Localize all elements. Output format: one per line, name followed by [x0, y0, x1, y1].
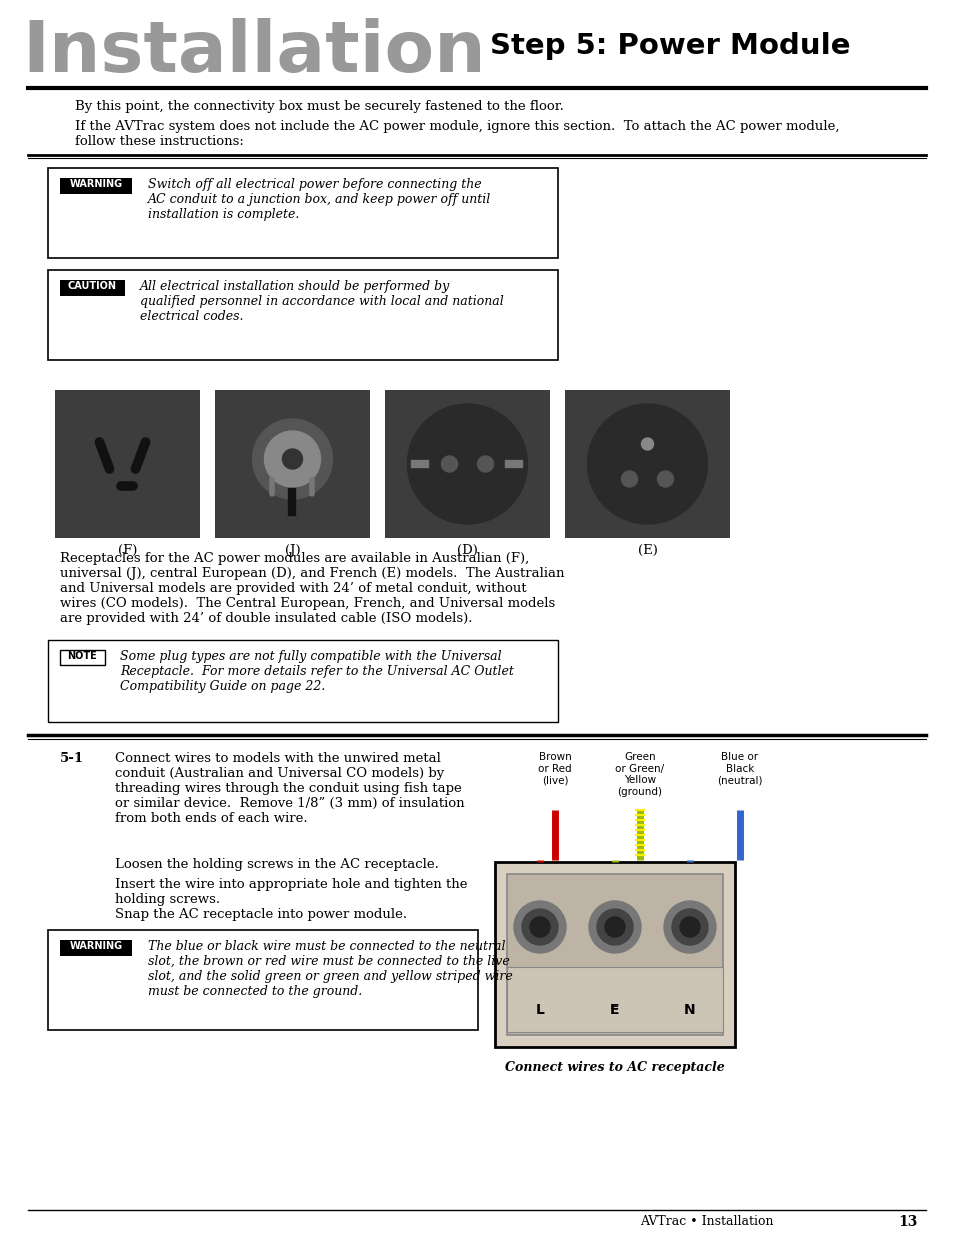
Text: N: N [683, 1003, 695, 1016]
Text: Green
or Green/
Yellow
(ground): Green or Green/ Yellow (ground) [615, 752, 664, 797]
Circle shape [588, 902, 640, 953]
Circle shape [597, 909, 633, 945]
Text: AVTrac • Installation: AVTrac • Installation [639, 1215, 773, 1228]
Bar [60, 178, 132, 194]
Circle shape [282, 450, 302, 469]
Text: Loosen the holding screws in the AC receptacle.: Loosen the holding screws in the AC rece… [115, 858, 438, 871]
Bar [60, 650, 105, 664]
Circle shape [640, 438, 653, 450]
Text: (D): (D) [456, 543, 477, 557]
Circle shape [663, 902, 716, 953]
Circle shape [407, 404, 527, 524]
Bar [55, 390, 200, 538]
Text: NOTE: NOTE [67, 651, 97, 661]
Bar [60, 280, 125, 296]
Text: Connect wires to AC receptacle: Connect wires to AC receptacle [504, 1061, 724, 1074]
Text: Connect wires to models with the unwired metal
conduit (Australian and Universal: Connect wires to models with the unwired… [115, 752, 464, 825]
Text: WARNING: WARNING [70, 941, 122, 951]
Text: Brown
or Red
(live): Brown or Red (live) [537, 752, 571, 785]
Text: Switch off all electrical power before connecting the
AC conduit to a junction b: Switch off all electrical power before c… [148, 178, 491, 221]
Text: All electrical installation should be performed by
qualified personnel in accord: All electrical installation should be pe… [140, 280, 503, 324]
Circle shape [264, 431, 320, 487]
Text: ≡: ≡ [610, 1002, 619, 1011]
Circle shape [604, 918, 624, 937]
Circle shape [514, 902, 565, 953]
Text: The blue or black wire must be connected to the neutral
slot, the brown or red w: The blue or black wire must be connected… [148, 940, 512, 998]
Text: Insert the wire into appropriate hole and tighten the
holding screws.: Insert the wire into appropriate hole an… [115, 878, 467, 906]
Text: CAUTION: CAUTION [68, 282, 116, 291]
Text: (F): (F) [117, 543, 137, 557]
Circle shape [253, 419, 333, 499]
Bar [60, 940, 132, 956]
Text: E: E [610, 1003, 619, 1016]
Bar [495, 862, 734, 1047]
Text: If the AVTrac system does not include the AC power module, ignore this section. : If the AVTrac system does not include th… [75, 120, 839, 148]
Circle shape [620, 471, 637, 487]
Text: 5-1: 5-1 [60, 752, 84, 764]
Bar [506, 967, 722, 1032]
Bar [48, 640, 558, 722]
Bar [385, 390, 550, 538]
Text: Blue or
Black
(neutral): Blue or Black (neutral) [717, 752, 762, 785]
Bar [48, 270, 558, 359]
Text: Some plug types are not fully compatible with the Universal
Receptacle.  For mor: Some plug types are not fully compatible… [120, 650, 514, 693]
Text: (E): (E) [637, 543, 657, 557]
Text: (J): (J) [284, 543, 300, 557]
Text: 13: 13 [898, 1215, 917, 1229]
Circle shape [521, 909, 558, 945]
Bar [564, 390, 729, 538]
Text: Receptacles for the AC power modules are available in Australian (F),
universal : Receptacles for the AC power modules are… [60, 552, 564, 625]
Text: WARNING: WARNING [70, 179, 122, 189]
Circle shape [441, 456, 457, 472]
Text: L: L [535, 1003, 544, 1016]
Text: Installation: Installation [22, 19, 485, 86]
Bar [48, 930, 477, 1030]
Text: Snap the AC receptacle into power module.: Snap the AC receptacle into power module… [115, 908, 407, 921]
Bar [48, 168, 558, 258]
Text: Step 5: Power Module: Step 5: Power Module [490, 32, 850, 61]
Circle shape [679, 918, 700, 937]
Circle shape [530, 918, 550, 937]
Circle shape [671, 909, 707, 945]
Circle shape [657, 471, 673, 487]
Bar [214, 390, 370, 538]
Circle shape [477, 456, 493, 472]
Circle shape [587, 404, 707, 524]
Bar [506, 874, 722, 1035]
Text: By this point, the connectivity box must be securely fastened to the floor.: By this point, the connectivity box must… [75, 100, 563, 112]
